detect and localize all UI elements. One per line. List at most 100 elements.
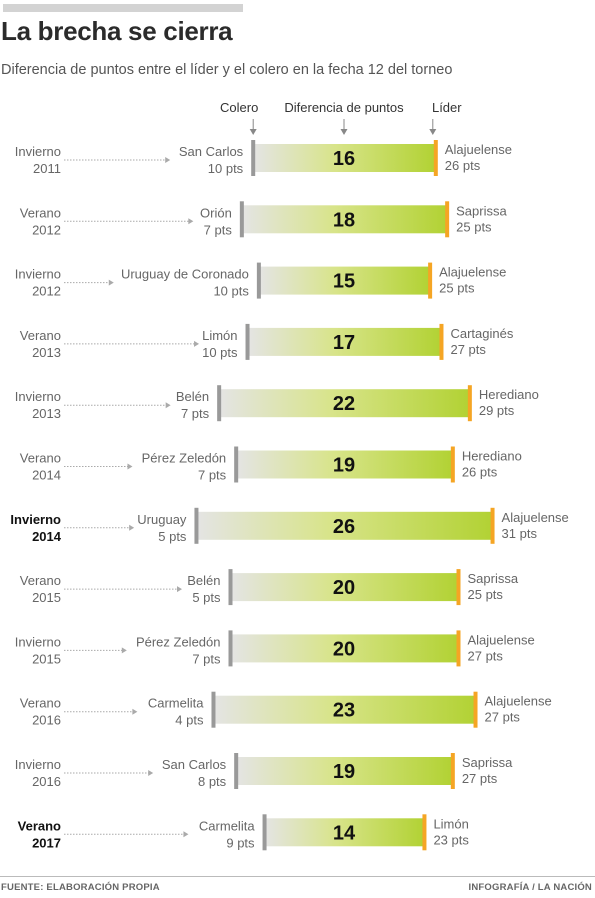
chart-row: 26 Invierno 2014 Uruguay 5 pts Alajuelense31 … bbox=[10, 507, 569, 544]
chart-row: 19 Invierno 2016 San Carlos 8 pts Saprissa27 … bbox=[15, 753, 513, 789]
chart-row: 15 Invierno 2012 Uruguay de Coronado 10 pts A… bbox=[15, 262, 506, 299]
lider-marker bbox=[450, 753, 455, 789]
header-colero: Colero bbox=[220, 100, 258, 115]
colero-points: 5 pts bbox=[158, 529, 187, 544]
lider-marker bbox=[467, 385, 472, 422]
colero-marker bbox=[228, 630, 233, 667]
header-diferencia: Diferencia de puntos bbox=[284, 100, 404, 115]
footer-source: FUENTE: ELABORACIÓN PROPIA bbox=[1, 882, 160, 893]
colero-name: San Carlos bbox=[162, 757, 227, 772]
colero-name: Uruguay de Coronado bbox=[121, 267, 249, 282]
colero-points: 7 pts bbox=[198, 468, 227, 483]
lider-marker bbox=[473, 691, 478, 728]
diff-bar bbox=[196, 511, 492, 540]
year-label: 2017 bbox=[32, 835, 61, 850]
connector-arrowhead bbox=[183, 831, 189, 838]
lider-name: Saprissa bbox=[456, 203, 507, 218]
diff-value: 22 bbox=[333, 393, 355, 415]
header-lider: Líder bbox=[432, 100, 462, 115]
year-label: 2015 bbox=[32, 590, 61, 605]
colero-marker bbox=[256, 262, 261, 299]
chart-row: 16 Invierno 2011 San Carlos 10 pts Alajuelens… bbox=[15, 140, 512, 176]
colero-marker bbox=[245, 323, 250, 360]
lider-points: 29 pts bbox=[479, 403, 515, 418]
colero-points: 7 pts bbox=[181, 406, 210, 421]
season-label: Invierno bbox=[15, 389, 61, 404]
colero-marker bbox=[211, 691, 216, 728]
diff-value: 20 bbox=[333, 577, 355, 599]
lider-marker bbox=[439, 323, 444, 360]
season-label: Verano bbox=[20, 696, 61, 711]
diff-bar bbox=[241, 205, 447, 234]
connector-arrowhead bbox=[127, 463, 133, 470]
colero-points: 7 pts bbox=[204, 222, 233, 237]
chart-title: La brecha se cierra bbox=[1, 16, 233, 46]
year-label: 2012 bbox=[32, 284, 61, 299]
lider-marker bbox=[433, 140, 438, 176]
lider-marker bbox=[450, 446, 455, 483]
diff-bar bbox=[230, 573, 458, 602]
colero-points: 5 pts bbox=[192, 590, 221, 605]
lider-name: Alajuelense bbox=[468, 632, 535, 647]
colero-points: 9 pts bbox=[226, 835, 255, 850]
connector-arrowhead bbox=[194, 340, 200, 347]
lider-points: 23 pts bbox=[433, 832, 469, 847]
season-label: Verano bbox=[18, 818, 61, 833]
footer-credit: INFOGRAFÍA / LA NACIÓN bbox=[468, 882, 592, 893]
connector-arrowhead bbox=[108, 279, 114, 286]
lider-name: Alajuelense bbox=[445, 142, 512, 157]
colero-marker bbox=[239, 201, 244, 238]
lider-marker bbox=[456, 569, 461, 606]
colero-marker bbox=[251, 140, 256, 176]
season-label: Invierno bbox=[15, 144, 61, 159]
connector-arrowhead bbox=[177, 586, 182, 593]
colero-marker bbox=[228, 569, 233, 606]
diff-value: 15 bbox=[333, 271, 355, 293]
lider-points: 27 pts bbox=[468, 648, 504, 663]
year-label: 2013 bbox=[32, 345, 61, 360]
footer-divider bbox=[0, 876, 595, 877]
connector-arrowhead bbox=[129, 524, 135, 531]
season-label: Verano bbox=[20, 451, 61, 466]
lider-name: Herediano bbox=[462, 449, 522, 464]
colero-points: 10 pts bbox=[202, 345, 238, 360]
connector-arrowhead bbox=[132, 708, 138, 715]
lider-name: Alajuelense bbox=[485, 694, 552, 709]
colero-points: 10 pts bbox=[213, 284, 249, 299]
colero-marker bbox=[234, 753, 239, 789]
chart-subtitle: Diferencia de puntos entre el líder y el… bbox=[1, 62, 453, 78]
lider-marker bbox=[422, 814, 427, 851]
season-label: Invierno bbox=[10, 512, 61, 527]
chart-row: 19 Verano 2014 Pérez Zeledón 7 pts Herediano2… bbox=[20, 446, 522, 483]
connector-arrowhead bbox=[148, 770, 154, 776]
colero-marker bbox=[217, 385, 222, 422]
diff-value: 18 bbox=[333, 209, 355, 231]
diff-value: 16 bbox=[333, 148, 355, 170]
diff-value: 14 bbox=[333, 822, 356, 844]
lider-name: Saprissa bbox=[462, 755, 513, 770]
lider-points: 25 pts bbox=[468, 587, 504, 602]
lider-marker bbox=[490, 507, 495, 544]
diff-value: 20 bbox=[333, 638, 355, 660]
year-label: 2011 bbox=[33, 161, 61, 176]
colero-name: Carmelita bbox=[148, 696, 204, 711]
diff-value: 23 bbox=[333, 700, 355, 722]
lider-points: 27 pts bbox=[462, 771, 498, 786]
lider-name: Saprissa bbox=[468, 571, 519, 586]
lider-points: 27 pts bbox=[485, 710, 521, 725]
connector-arrowhead bbox=[121, 647, 127, 654]
colero-name: Belén bbox=[187, 573, 220, 588]
lider-points: 27 pts bbox=[450, 342, 486, 357]
chart-row: 23 Verano 2016 Carmelita 4 pts Alajuelense27 … bbox=[20, 691, 552, 728]
diff-bar bbox=[230, 634, 458, 663]
season-label: Verano bbox=[20, 573, 61, 588]
colero-name: Uruguay bbox=[137, 512, 187, 527]
colero-name: Orión bbox=[200, 205, 232, 220]
diff-value: 19 bbox=[333, 761, 355, 783]
colero-name: Limón bbox=[202, 328, 237, 343]
top-accent-bar bbox=[3, 4, 243, 12]
season-label: Invierno bbox=[15, 757, 61, 772]
